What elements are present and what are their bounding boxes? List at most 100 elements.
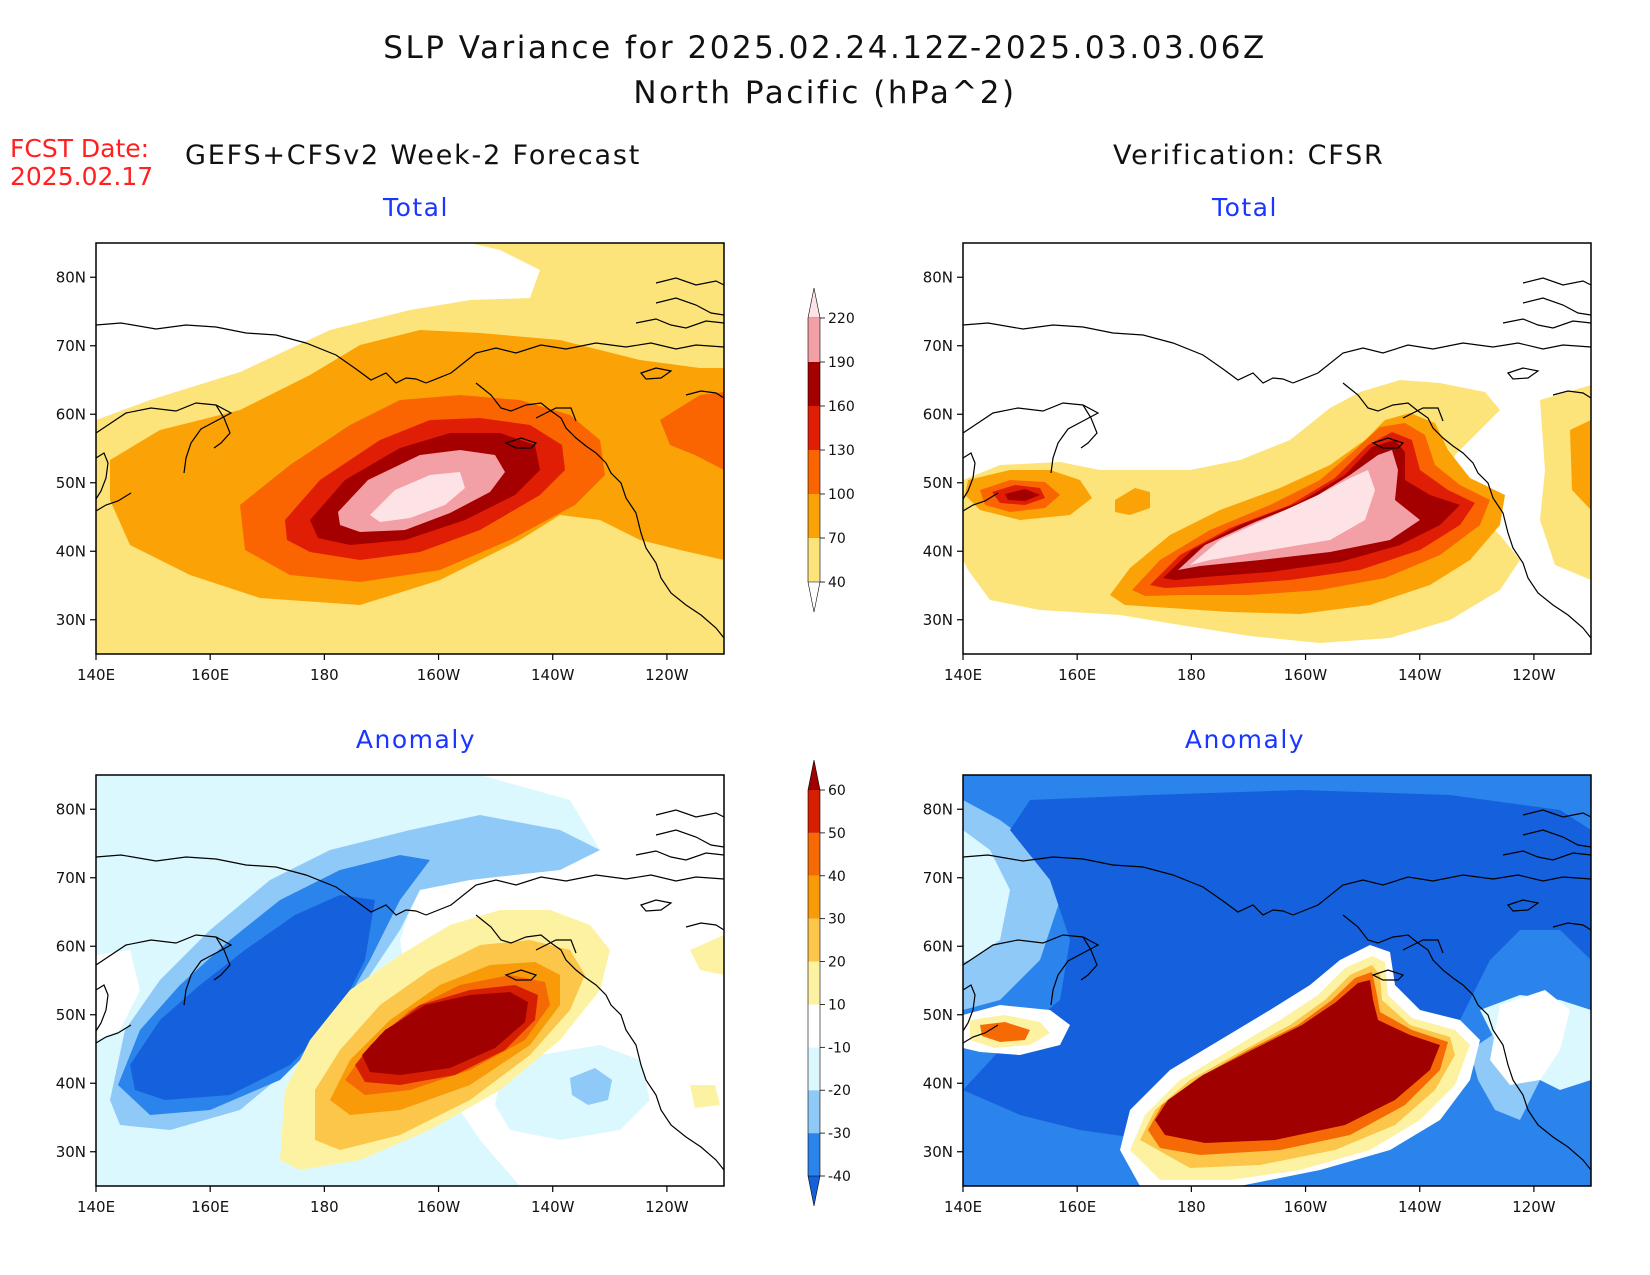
coastline: [639, 367, 673, 380]
y-tick-label: 40N: [56, 1074, 86, 1092]
x-tick-label: 120W: [645, 1198, 689, 1216]
x-tick-label: 160W: [1284, 1198, 1328, 1216]
chart-title-line1: SLP Variance for 2025.02.24.12Z-2025.03.…: [383, 30, 1267, 66]
colorbar-segment: [808, 406, 820, 450]
x-tick-label: 160W: [417, 666, 461, 684]
coastline: [1522, 809, 1592, 818]
chart-title-line2: North Pacific (hPa^2): [633, 75, 1017, 111]
coastline: [1080, 936, 1098, 981]
map-frame: [95, 242, 725, 655]
coastline: [1402, 407, 1444, 422]
x-tick-label: 180: [1177, 666, 1206, 684]
y-tick-label: 70N: [56, 869, 86, 887]
fcst-total-subtitle: Total: [383, 193, 449, 222]
coastline: [1502, 850, 1592, 861]
y-tick-label: 50N: [56, 474, 86, 492]
verif-total-subtitle: Total: [1212, 193, 1278, 222]
x-tick-label: 140W: [531, 666, 575, 684]
fcst-anomaly-neg20-e: [570, 1068, 612, 1105]
x-tick-label: 140W: [1398, 666, 1442, 684]
coastline: [535, 407, 577, 422]
coastline: [425, 874, 725, 916]
verif-anomaly-neg10-w: [963, 830, 1010, 962]
colorbar-top-triangle: [807, 287, 821, 319]
verification-column-title: Verification: CFSR: [1113, 140, 1385, 171]
y-tick-label: 60N: [56, 405, 86, 423]
verif-anomaly-white-se: [1490, 990, 1570, 1085]
fcst-total-shade-100-east: [660, 392, 724, 470]
colorbar-segment: [808, 450, 820, 494]
colorbar-label: 40: [828, 575, 846, 591]
colorbar-label: 10: [828, 997, 846, 1013]
colorbar-segment: [808, 832, 820, 876]
y-tick-label: 80N: [56, 268, 86, 286]
colorbar-label: 220: [828, 311, 855, 327]
x-tick-label: 120W: [1512, 1198, 1556, 1216]
coastline: [1502, 318, 1592, 329]
y-tick-label: 50N: [923, 474, 953, 492]
coastline: [962, 452, 976, 500]
x-tick-label: 140E: [77, 1198, 115, 1216]
colorbar-segment: [808, 918, 820, 962]
coastline: [962, 1024, 999, 1044]
coastline: [962, 492, 999, 512]
x-tick-label: 160E: [191, 1198, 229, 1216]
colorbar-segment: [808, 961, 820, 1005]
colorbar-label: 130: [828, 443, 855, 459]
y-tick-label: 80N: [56, 800, 86, 818]
coastline: [535, 939, 577, 954]
coastline: [1506, 367, 1540, 380]
forecast-date-label: FCST Date:: [10, 134, 150, 163]
coastline-group-1: [95, 277, 725, 639]
fcst-total-map: [96, 243, 724, 654]
colorbar-segment: [808, 318, 820, 362]
y-tick-label: 60N: [923, 405, 953, 423]
colorbar-segment: [808, 1004, 820, 1048]
y-tick-label: 40N: [923, 1074, 953, 1092]
coastline: [425, 342, 725, 384]
x-tick-label: 140E: [77, 666, 115, 684]
coastline-group-3: [95, 809, 725, 1171]
colorbar-segment: [808, 1090, 820, 1134]
verif-anomaly-map: [963, 775, 1591, 1186]
colorbar-label: 20: [828, 955, 846, 971]
verif-total-shade-70-blob: [1115, 488, 1150, 515]
verif-total-shade-70-east: [1570, 420, 1591, 510]
colorbar-label: 40: [828, 869, 846, 885]
coastline: [655, 277, 725, 286]
x-tick-label: 160E: [1058, 666, 1096, 684]
coastline: [1371, 437, 1405, 449]
x-tick-label: 120W: [1512, 666, 1556, 684]
y-tick-label: 70N: [56, 337, 86, 355]
fcst-anomaly-pos60: [362, 992, 528, 1075]
coastline: [95, 322, 427, 384]
y-tick-label: 30N: [923, 611, 953, 629]
colorbar-label: -30: [828, 1126, 851, 1142]
coastline: [1292, 342, 1592, 384]
coastline: [95, 492, 132, 512]
coastline: [1522, 297, 1592, 316]
colorbar-label: -40: [828, 1169, 851, 1185]
x-tick-label: 180: [310, 666, 339, 684]
colorbar-bottom-triangle: [807, 581, 821, 613]
colorbar-segment: [808, 790, 820, 833]
coastline: [1292, 874, 1592, 916]
verif-total-shade-160-west: [1005, 489, 1040, 501]
y-tick-label: 30N: [923, 1143, 953, 1161]
coastline: [962, 322, 1294, 384]
coastline: [504, 969, 538, 981]
coastline: [1371, 969, 1405, 981]
fcst-anomaly-pos10-e: [690, 1085, 720, 1108]
coastline: [635, 318, 725, 329]
verif-anomaly-pos60: [1155, 980, 1440, 1143]
colorbar-label: -20: [828, 1083, 851, 1099]
total-colorbar: 40 70 100 130 160 190 220: [807, 287, 855, 613]
fcst-anomaly-white-w: [96, 950, 140, 1040]
coastline: [1402, 939, 1444, 954]
coastline-group-4: [962, 809, 1592, 1171]
x-tick-label: 180: [1177, 1198, 1206, 1216]
coastline: [504, 437, 538, 449]
forecast-date-block: FCST Date: 2025.02.17: [10, 135, 153, 191]
coastline: [962, 984, 976, 1032]
coastline: [962, 854, 1294, 916]
